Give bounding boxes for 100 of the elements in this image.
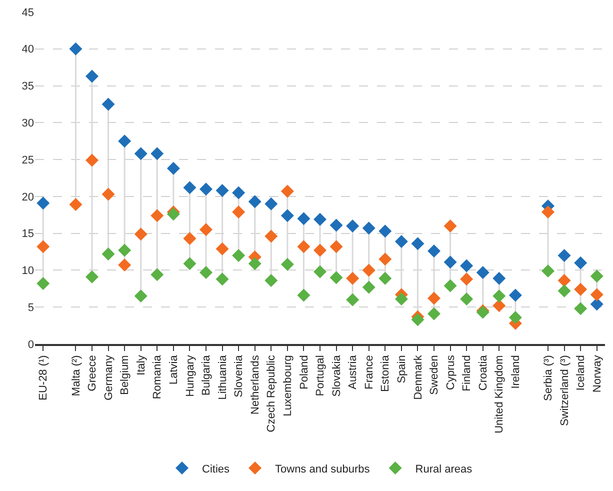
- point: [69, 198, 82, 212]
- point: [118, 244, 132, 257]
- point: [216, 272, 229, 286]
- point: [378, 272, 392, 285]
- point: [183, 257, 196, 270]
- x-tick-label: Estonia: [380, 354, 392, 392]
- y-tick-label: 30: [22, 118, 34, 130]
- point: [444, 256, 457, 269]
- point: [36, 277, 50, 290]
- point: [590, 288, 604, 302]
- x-tick-label: United Kingdom: [494, 355, 506, 434]
- point: [118, 258, 132, 272]
- x-tick-label: Greece: [86, 355, 99, 392]
- point: [118, 134, 132, 148]
- point: [330, 240, 343, 254]
- y-tick-label: 45: [22, 6, 34, 19]
- x-tick-label: Cyprus: [444, 354, 457, 390]
- point: [200, 266, 212, 279]
- point: [574, 282, 588, 296]
- point: [542, 264, 554, 278]
- point: [314, 244, 326, 257]
- point: [297, 288, 310, 302]
- point: [558, 284, 571, 298]
- point: [492, 299, 506, 312]
- point: [150, 147, 164, 160]
- point: [346, 293, 360, 306]
- y-tick-label: 5: [28, 302, 34, 314]
- x-tick-label: Slovenia: [233, 354, 246, 398]
- legend-label: Towns and suburbs: [275, 463, 370, 476]
- point: [216, 184, 229, 198]
- point: [150, 268, 164, 282]
- point: [590, 270, 604, 283]
- x-tick-label: Latvia: [168, 354, 180, 385]
- point: [150, 209, 164, 222]
- point: [542, 205, 554, 218]
- point: [86, 70, 98, 83]
- point: [183, 232, 196, 245]
- point: [264, 274, 278, 288]
- x-tick-label: Denmark: [412, 354, 424, 400]
- point: [297, 212, 310, 226]
- point: [36, 240, 50, 254]
- point: [428, 292, 440, 305]
- point: [346, 272, 360, 285]
- point: [134, 147, 148, 160]
- point: [232, 205, 246, 218]
- x-tick-label: Bulgaria: [200, 354, 213, 396]
- point: [428, 244, 440, 258]
- y-tick-label: 35: [22, 80, 34, 93]
- y-tick-label: 15: [22, 228, 34, 240]
- point: [314, 212, 326, 226]
- point: [460, 259, 474, 272]
- x-tick-label: EU-28 (¹): [38, 355, 50, 400]
- point: [232, 248, 246, 262]
- point: [444, 219, 457, 232]
- point: [36, 196, 50, 210]
- point: [330, 218, 343, 232]
- point: [378, 252, 392, 266]
- point: [134, 228, 148, 241]
- x-tick-label: Switzerland (³): [558, 355, 571, 426]
- point: [330, 271, 343, 284]
- point: [492, 290, 506, 303]
- point: [476, 266, 490, 279]
- point: [102, 247, 115, 260]
- point: [394, 234, 408, 248]
- point: [574, 256, 588, 270]
- point: [264, 197, 278, 210]
- point: [248, 257, 262, 270]
- point: [280, 184, 294, 198]
- x-tick-label: Croatia: [477, 354, 490, 391]
- point: [264, 230, 278, 243]
- point: [394, 292, 408, 306]
- x-tick-label: Sweden: [428, 355, 441, 395]
- point: [102, 98, 115, 111]
- legend-label: Rural areas: [415, 463, 473, 476]
- y-tick-label: 10: [22, 265, 34, 278]
- x-tick-label: Italy: [135, 354, 148, 376]
- x-tick-label: Luxembourg: [282, 355, 294, 416]
- point: [362, 222, 376, 235]
- point: [362, 264, 376, 277]
- point: [200, 182, 212, 196]
- x-tick-label: Finland: [461, 355, 474, 392]
- y-tick-label: 40: [22, 44, 34, 56]
- point: [297, 240, 310, 254]
- point: [134, 290, 148, 303]
- point: [508, 310, 522, 324]
- point: [460, 292, 474, 306]
- x-tick-label: Portugal: [314, 355, 327, 396]
- x-tick-label: Serbia (³): [542, 355, 555, 401]
- point: [216, 242, 229, 256]
- point: [102, 188, 115, 201]
- point: [166, 208, 180, 221]
- point: [183, 181, 196, 194]
- point: [280, 209, 294, 222]
- x-tick-label: Austria: [347, 354, 360, 390]
- point: [314, 265, 326, 278]
- x-tick-label: Hungary: [184, 354, 196, 397]
- point: [346, 219, 360, 232]
- x-tick-label: France: [363, 355, 376, 390]
- point: [378, 224, 392, 238]
- x-tick-label: Poland: [298, 355, 310, 390]
